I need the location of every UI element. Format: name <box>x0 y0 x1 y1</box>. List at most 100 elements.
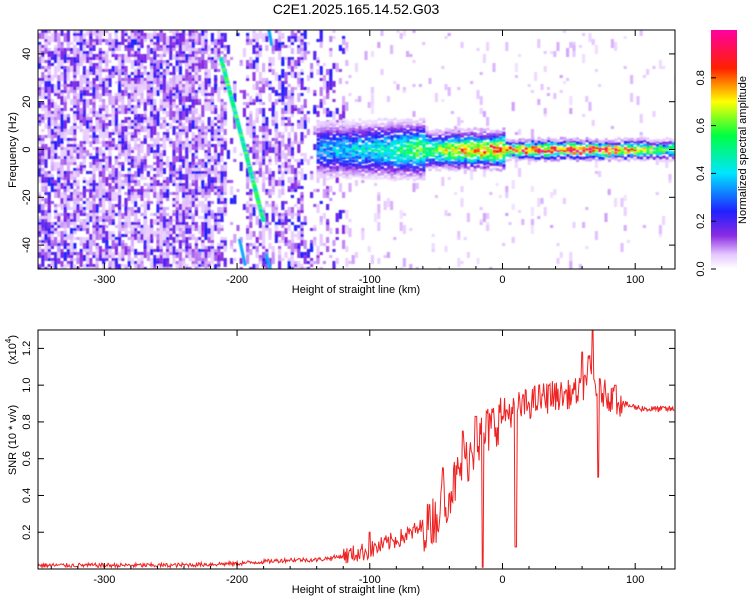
spectrogram-cell <box>306 111 310 114</box>
spectrogram-band-cell <box>335 127 340 131</box>
spectrogram-cell <box>460 261 464 264</box>
spectrogram-band-cell <box>422 177 426 181</box>
spectrogram-cell <box>198 147 202 150</box>
spectrogram-cell <box>198 171 202 174</box>
spectrogram-cell <box>486 213 490 219</box>
spectrogram-band-cell <box>422 147 426 151</box>
spectrogram-cell <box>124 144 128 153</box>
spectrogram-cell <box>476 258 480 264</box>
spectrogram-band-cell <box>399 124 404 128</box>
spectrogram-band-cell <box>406 121 410 125</box>
spectrogram-cell <box>383 201 387 210</box>
spectrogram-band-cell <box>380 166 384 170</box>
spectrogram-cell <box>130 96 134 99</box>
spectrogram-cell <box>185 138 189 147</box>
spectrogram-band-cell <box>371 120 375 124</box>
spectrogram-cell <box>178 204 182 213</box>
spectrogram-cell <box>127 111 131 114</box>
spectrogram-cell <box>146 204 150 210</box>
spectrogram-cell <box>38 168 42 177</box>
spectrogram-cell <box>143 192 147 198</box>
spectrogram-cell <box>63 231 67 234</box>
spectrogram-cell <box>262 78 266 87</box>
spectrogram-cell <box>86 201 90 210</box>
spectrogram-band-cell <box>406 148 410 152</box>
spectrogram-cell <box>294 204 298 207</box>
spectrogram-cell <box>118 264 122 269</box>
spectrogram-band-cell <box>431 143 436 147</box>
spectrogram-cell <box>70 159 74 162</box>
spectrogram-band-cell <box>351 143 356 147</box>
spectrogram-cell <box>44 192 48 195</box>
spectrogram-band-cell <box>342 118 346 122</box>
spectrogram-cell <box>284 171 288 174</box>
spectrogram-band-cell <box>412 152 416 156</box>
spectrogram-cell <box>287 147 291 156</box>
spectrogram-cell <box>124 54 128 63</box>
spectrogram-cell <box>60 183 64 186</box>
spectrogram-cell <box>66 48 70 51</box>
spectrogram-cell <box>290 195 294 198</box>
spectrogram-cell <box>41 108 45 111</box>
spectrogram-band-cell <box>387 170 391 174</box>
spectrogram-cell <box>143 69 147 75</box>
spectrogram-band-cell <box>419 147 423 151</box>
spectrogram-cell <box>220 123 224 129</box>
spectrogram-cell <box>102 171 106 180</box>
spectrogram-cell <box>201 162 205 168</box>
spectrogram-band-cell <box>371 150 375 154</box>
spectrogram-cell <box>191 42 195 51</box>
spectrogram-band-cell <box>335 140 340 144</box>
spectrogram-band-cell <box>422 143 426 147</box>
spectrogram-band-cell <box>393 178 397 182</box>
spectrogram-cell <box>70 81 74 90</box>
spectrogram-band-cell <box>444 150 448 154</box>
spectrogram-band-cell <box>335 137 340 141</box>
spectrogram-cell <box>153 36 157 39</box>
spectrogram-cell <box>38 195 42 198</box>
spectrogram-band-cell <box>380 127 384 130</box>
spectrogram-band-cell <box>399 134 404 138</box>
spectrogram-cell <box>207 246 211 255</box>
spectrogram-cell <box>169 30 173 33</box>
spectrogram-band-cell <box>476 140 480 144</box>
spectrogram-cell <box>143 54 147 63</box>
spectrogram-band-cell <box>505 146 509 150</box>
spectrogram-cell <box>156 66 160 69</box>
spectrogram-cell <box>249 219 253 222</box>
spectrogram-cell <box>166 243 170 252</box>
spectrogram-cell <box>319 216 323 222</box>
spectrogram-band-cell <box>348 131 352 135</box>
spectrogram-band-cell <box>451 134 455 138</box>
spectrogram-cell <box>159 33 163 42</box>
spectrogram-cell <box>386 138 390 144</box>
spectrogram-cell <box>217 222 221 231</box>
spectrogram-cell <box>156 114 160 123</box>
spectrogram-cell <box>194 33 198 39</box>
spectrogram-band-cell <box>483 162 487 166</box>
spectrogram-band-cell <box>361 127 365 131</box>
spectrogram-cell <box>194 99 198 105</box>
spectrogram-band-cell <box>406 140 410 144</box>
spectrogram-cell <box>118 186 122 192</box>
spectrogram-cell <box>191 51 195 57</box>
spectrogram-cell <box>95 153 99 159</box>
spectrogram-cell <box>246 234 250 240</box>
spectrogram-cell <box>60 93 64 96</box>
spectrogram-cell <box>57 258 61 264</box>
spectrogram-cell <box>156 90 160 96</box>
spectrogram-cell <box>191 87 195 93</box>
spectrogram-cell <box>223 171 227 177</box>
spectrogram-cell <box>287 219 291 222</box>
spectrogram-band-cell <box>323 174 327 177</box>
spectrogram-cell <box>79 147 83 156</box>
spectrogram-cell <box>162 123 166 129</box>
spectrogram-cell <box>326 246 330 252</box>
spectrogram-cell <box>265 45 269 51</box>
spectrogram-cell <box>182 231 186 240</box>
spectrogram-cell <box>210 165 214 171</box>
spectrogram-band-cell <box>447 166 452 170</box>
spectrogram-cell <box>121 105 125 114</box>
spectrogram-cell <box>412 111 416 117</box>
spectrogram-cell <box>220 141 224 144</box>
